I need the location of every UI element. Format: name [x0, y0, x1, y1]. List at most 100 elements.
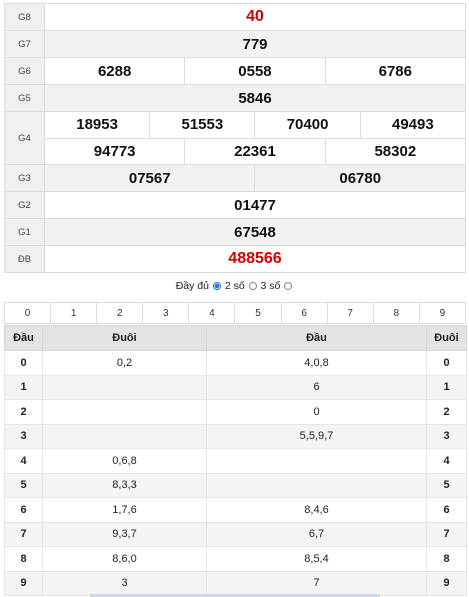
row-key: 5	[426, 472, 467, 498]
row-dau-values	[42, 374, 207, 400]
table-row: 6 1,7,6 8,4,6 6	[4, 497, 467, 523]
row-key: 5	[4, 472, 43, 498]
table-row: 0 0,2 4,0,8 0	[4, 350, 467, 376]
option-full-label[interactable]: Đầy đủ	[175, 280, 209, 292]
row-key: 2	[4, 399, 43, 425]
row-key: 7	[4, 521, 43, 547]
row-key: 6	[426, 497, 467, 523]
prize-value-g6: 6786	[324, 57, 467, 85]
prize-value-g4: 70400	[254, 111, 361, 139]
table-row: 7 9,3,7 6,7 7	[4, 521, 467, 547]
row-key: 4	[4, 448, 43, 474]
prize-value-g4: 18953	[43, 111, 151, 139]
row-dau-values: 9,3,7	[42, 521, 207, 547]
prize-label-g5: G5	[4, 84, 45, 112]
scroll-indicator	[90, 594, 380, 597]
prize-value-g8: 40	[44, 3, 466, 31]
digit-filter-row: 0 1 2 3 4 5 6 7 8 9	[4, 302, 466, 324]
row-key: 6	[4, 497, 43, 523]
prize-label-g3: G3	[4, 164, 45, 192]
row-dau-values: 8,3,3	[42, 472, 207, 498]
row-duoi-values: 6,7	[206, 521, 427, 547]
row-duoi-values: 5,5,9,7	[206, 423, 427, 449]
prize-value-g3: 06780	[254, 164, 466, 192]
row-key: 9	[4, 570, 43, 596]
row-duoi-values: 8,4,6	[206, 497, 427, 523]
row-dau-values: 3	[42, 570, 207, 596]
prize-label-g8: G8	[4, 3, 45, 31]
digit-button[interactable]: 1	[51, 303, 98, 323]
radio-three-digits[interactable]	[248, 282, 257, 290]
digit-button[interactable]: 8	[374, 303, 420, 323]
results-table: G8 40 G7 779 G6 6288 0558 6786 G5 5846 G…	[4, 3, 467, 273]
col-header-duoi: Đuôi	[426, 325, 467, 351]
option-three-label[interactable]: 3 số	[260, 280, 281, 292]
row-duoi-values	[206, 448, 427, 474]
prize-label-db: ĐB	[4, 245, 45, 273]
row-duoi-values: 4,0,8	[206, 350, 427, 376]
digit-button[interactable]: 2	[97, 303, 144, 323]
row-dau-values	[42, 423, 207, 449]
digit-button[interactable]: 7	[328, 303, 374, 323]
prize-label-g6: G6	[4, 57, 45, 85]
row-key: 3	[426, 423, 467, 449]
digit-button[interactable]: 0	[5, 303, 52, 323]
option-two-label[interactable]: 2 số	[224, 280, 245, 292]
prize-label-g2: G2	[4, 191, 45, 219]
prize-value-g6: 6288	[43, 57, 186, 85]
row-dau-values: 1,7,6	[42, 497, 207, 523]
row-key: 9	[426, 570, 467, 596]
prize-value-g6: 0558	[184, 57, 326, 85]
prize-value-g5: 5846	[44, 84, 466, 112]
row-key: 1	[4, 374, 43, 400]
table-row: 3 5,5,9,7 3	[4, 423, 467, 449]
row-key: 0	[426, 350, 467, 376]
row-key: 0	[4, 350, 43, 376]
digit-button[interactable]: 9	[439, 307, 446, 319]
prize-value-g4: 58302	[324, 137, 467, 165]
prize-value-g2: 01477	[44, 191, 466, 219]
row-key: 2	[426, 399, 467, 425]
row-key: 7	[426, 521, 467, 547]
row-dau-values: 8,6,0	[42, 546, 207, 572]
digit-button[interactable]: 4	[189, 303, 236, 323]
table-row: 8 8,6,0 8,5,4 8	[4, 546, 467, 572]
display-options: Đầy đủ 2 số 3 số	[0, 280, 469, 292]
prize-value-g1: 67548	[44, 218, 466, 246]
digit-button[interactable]: 5	[235, 303, 282, 323]
prize-value-g4: 94773	[43, 137, 186, 165]
row-duoi-values: 7	[206, 570, 427, 596]
row-duoi-values: 0	[206, 399, 427, 425]
radio-extra[interactable]	[284, 282, 293, 290]
digit-button[interactable]: 3	[143, 303, 190, 323]
col-header-duoi: Đuôi	[42, 325, 207, 351]
prize-value-g4: 51553	[149, 111, 256, 139]
table-row: 4 0,6,8 4	[4, 448, 467, 474]
row-duoi-values: 6	[206, 374, 427, 400]
row-dau-values: 0,2	[42, 350, 207, 376]
row-key: 4	[426, 448, 467, 474]
row-duoi-values	[206, 472, 427, 498]
head-tail-table: Đầu Đuôi Đầu Đuôi 0 0,2 4,0,8 0 1 6 1 2 0 2 3 5,5,9…	[4, 325, 467, 596]
prize-value-g3: 07567	[43, 164, 256, 192]
prize-value-g4: 49493	[359, 111, 467, 139]
digit-button[interactable]: 6	[282, 303, 328, 323]
radio-two-digits[interactable]	[212, 282, 221, 290]
row-key: 8	[4, 546, 43, 572]
row-key: 3	[4, 423, 43, 449]
prize-label-g4: G4	[4, 111, 45, 165]
row-key: 8	[426, 546, 467, 572]
prize-label-g1: G1	[4, 218, 45, 246]
prize-value-g4: 22361	[184, 137, 326, 165]
prize-value-g7: 779	[44, 30, 466, 58]
col-header-dau: Đầu	[206, 325, 427, 351]
prize-label-g7: G7	[4, 30, 45, 58]
row-dau-values: 0,6,8	[42, 448, 207, 474]
table-row: 5 8,3,3 5	[4, 472, 467, 498]
prize-value-db: 488566	[44, 245, 466, 273]
col-header-dau: Đầu	[4, 325, 43, 351]
row-dau-values	[42, 399, 207, 425]
